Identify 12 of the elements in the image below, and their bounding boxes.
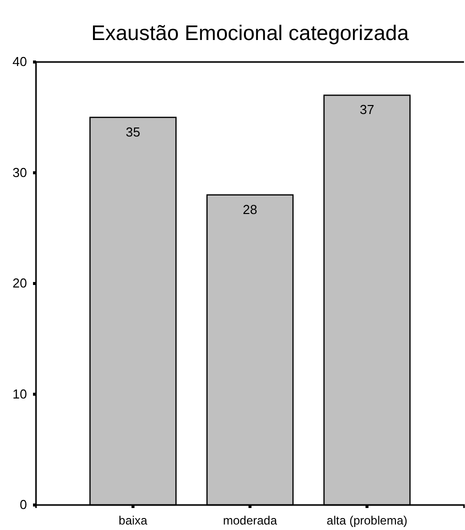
x-tick-label: alta (problema) xyxy=(326,514,408,528)
data-label: 28 xyxy=(242,202,258,217)
chart-title: Exaustão Emocional categorizada xyxy=(91,22,410,45)
x-tick-label: moderada xyxy=(222,514,278,528)
y-tick-label: 10 xyxy=(12,386,27,402)
data-label: 37 xyxy=(360,102,374,118)
y-tick-label: 0 xyxy=(20,497,27,512)
y-tick-label: 40 xyxy=(12,54,27,70)
y-tick-label: 30 xyxy=(12,164,27,180)
x-tick-label: baixa xyxy=(118,514,148,528)
y-tick-label: 20 xyxy=(12,276,27,291)
data-label: 35 xyxy=(126,124,140,140)
